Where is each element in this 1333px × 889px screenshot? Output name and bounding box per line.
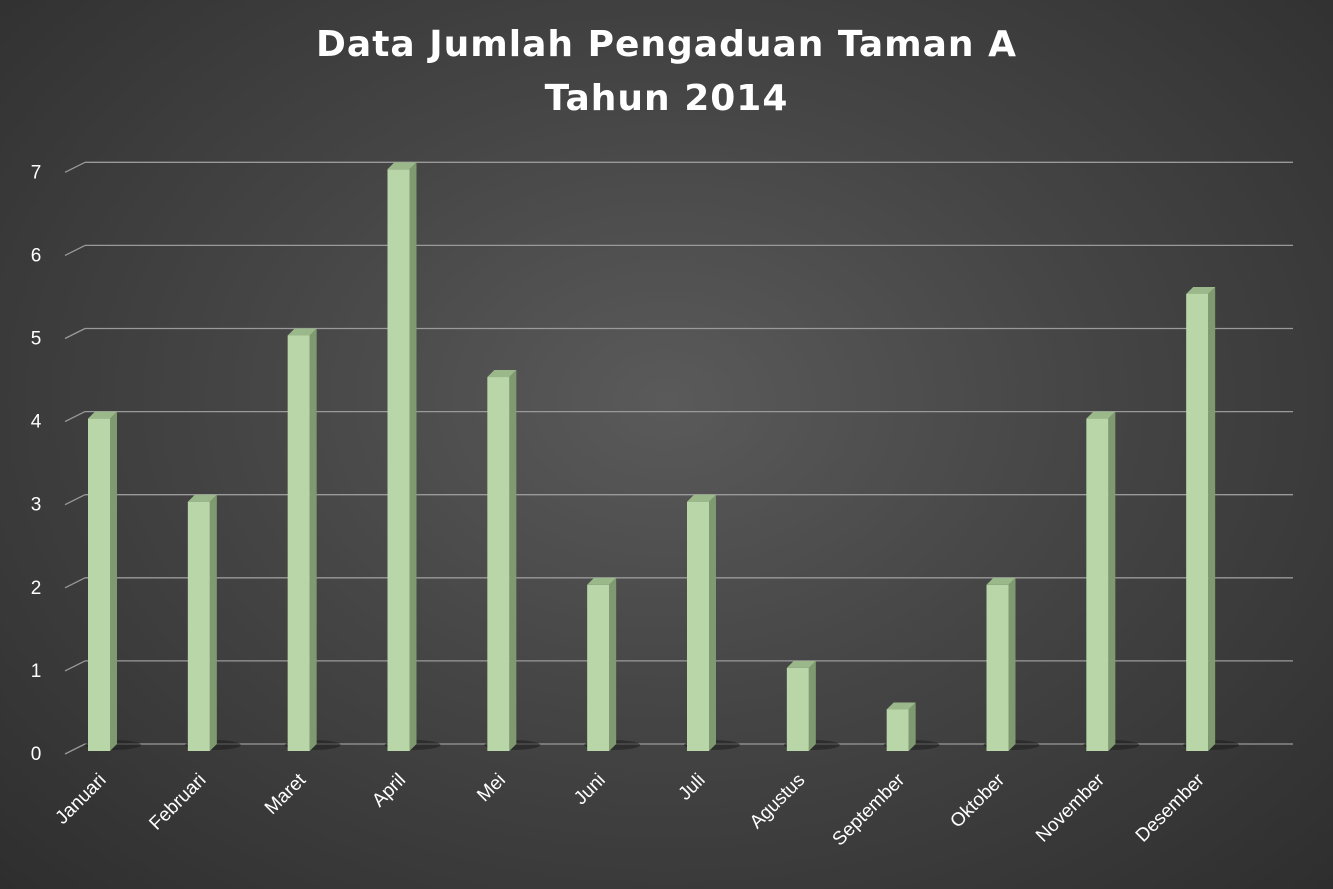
y-tick-label: 2 xyxy=(31,578,42,599)
x-tick-label: Maret xyxy=(261,769,311,819)
bar-side xyxy=(509,370,517,751)
bar-top xyxy=(687,494,716,502)
bar-side xyxy=(1208,286,1216,751)
y-tick-label: 4 xyxy=(31,412,42,433)
bar-top xyxy=(187,494,217,502)
x-axis-labels: Januari Februari Maret April Mei Juni Juli Agus… xyxy=(52,769,1210,850)
x-tick-label: September xyxy=(829,769,910,850)
bar-side xyxy=(1008,577,1016,751)
bar-side xyxy=(309,328,317,751)
y-tick-label: 5 xyxy=(31,329,42,350)
x-tick-label: April xyxy=(368,770,410,812)
bar xyxy=(88,418,110,751)
bar xyxy=(587,584,610,751)
bar-side xyxy=(110,411,117,751)
grid-line-perspective xyxy=(64,660,86,672)
grid-line-perspective xyxy=(64,411,86,423)
x-tick-label: Oktober xyxy=(946,769,1009,832)
bar-side xyxy=(709,494,716,751)
x-tick-label: Januari xyxy=(52,770,111,829)
y-tick-label: 3 xyxy=(31,495,42,516)
bar xyxy=(487,377,510,751)
y-tick-label: 6 xyxy=(31,245,42,266)
chart-title-line-2: Tahun 2014 xyxy=(544,78,789,119)
bar-side xyxy=(808,660,816,751)
bars xyxy=(85,162,1240,752)
bar-side xyxy=(1108,411,1116,751)
bar-top xyxy=(1086,411,1116,419)
bar-top xyxy=(886,702,916,710)
grid-line-perspective xyxy=(64,743,86,755)
grid-line-perspective xyxy=(64,161,86,173)
bar-top xyxy=(387,162,417,170)
bar-side xyxy=(209,494,217,751)
bar xyxy=(387,169,410,752)
y-tick-label: 7 xyxy=(31,162,42,183)
x-tick-label: Desember xyxy=(1132,769,1209,846)
bar-top xyxy=(88,411,117,419)
x-tick-label: November xyxy=(1032,769,1109,846)
bar xyxy=(886,709,909,751)
y-tick-label: 0 xyxy=(31,744,42,765)
x-tick-label: Juni xyxy=(570,770,609,809)
bar xyxy=(986,584,1009,751)
grid-line-perspective xyxy=(64,244,86,256)
x-tick-label: Mei xyxy=(473,770,510,807)
grid-line-perspective xyxy=(64,327,86,340)
bar xyxy=(687,501,709,751)
bar-top xyxy=(1186,286,1216,294)
bar xyxy=(287,335,310,751)
bar-side xyxy=(908,702,916,751)
chart-title-line-1: Data Jumlah Pengaduan Taman A xyxy=(316,24,1017,65)
grid-line-perspective xyxy=(64,577,86,589)
bar-side xyxy=(409,162,417,752)
x-tick-label: Februari xyxy=(145,770,210,835)
bar xyxy=(786,667,809,751)
bar xyxy=(187,501,210,751)
bar-side xyxy=(609,577,617,751)
bar-top xyxy=(287,328,317,336)
grid-line-perspective xyxy=(64,494,86,506)
x-tick-label: Agustus xyxy=(746,770,809,833)
x-tick-label: Juli xyxy=(675,770,710,805)
bar-top xyxy=(986,577,1016,585)
y-axis-ticks: 0 1 2 3 4 5 6 7 xyxy=(31,162,42,765)
bar-top xyxy=(786,660,816,668)
y-tick-label: 1 xyxy=(31,661,42,682)
bar-top xyxy=(587,577,617,585)
bar-top xyxy=(487,370,517,378)
bar xyxy=(1186,293,1209,751)
bar xyxy=(1086,418,1109,751)
